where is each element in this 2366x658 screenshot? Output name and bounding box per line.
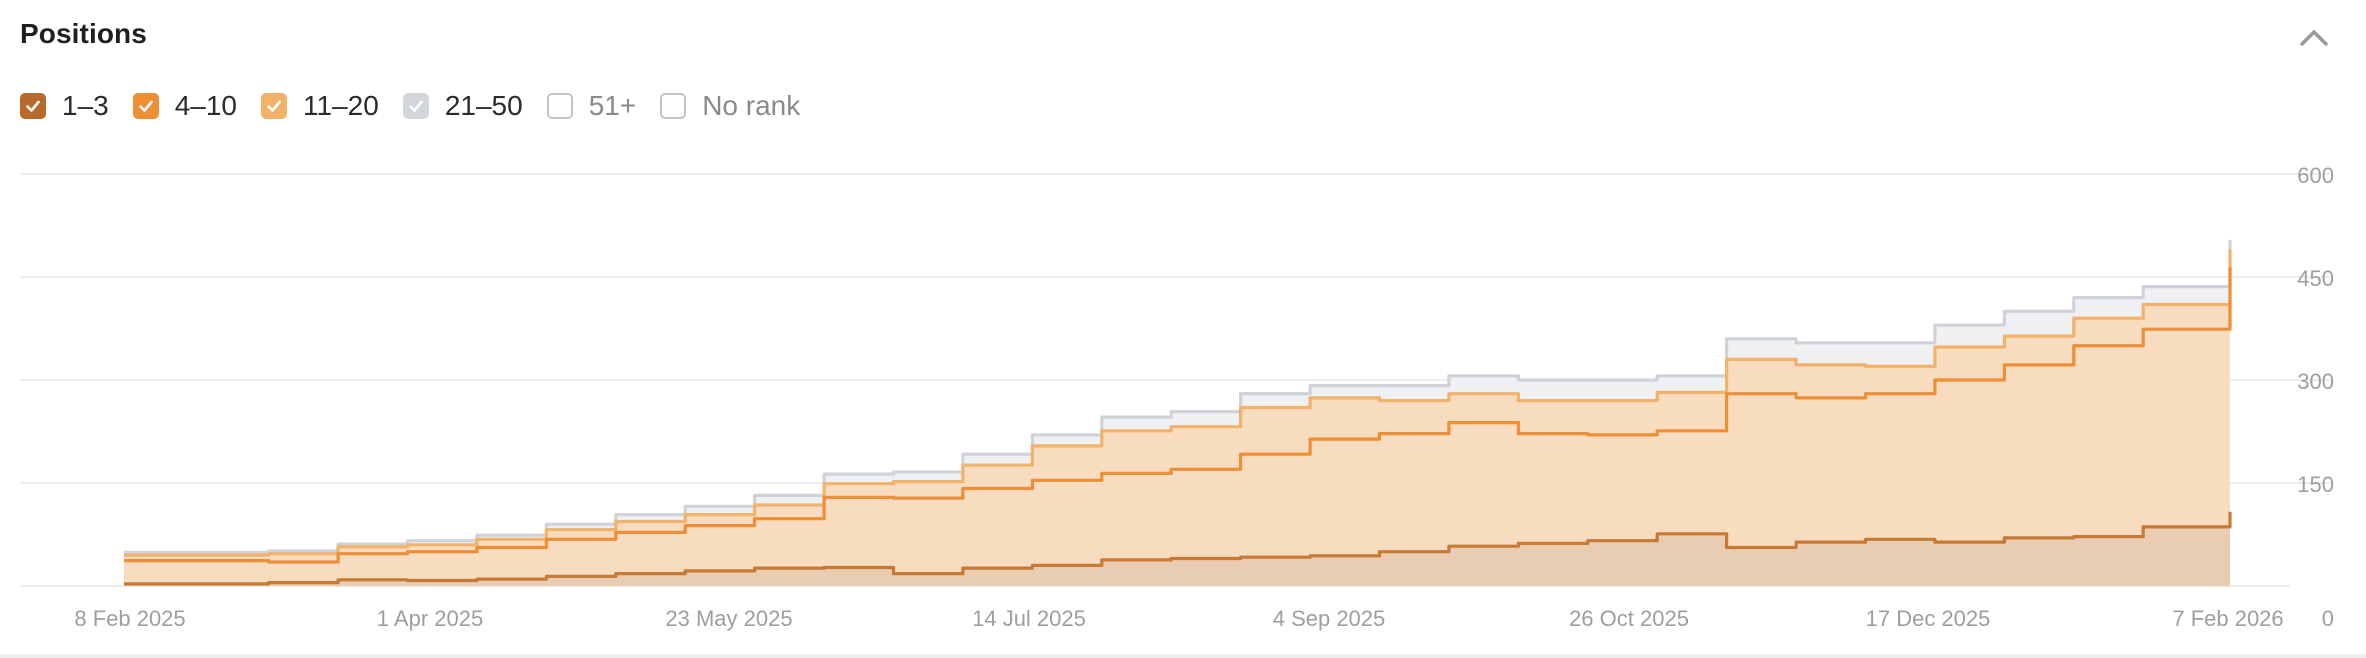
legend-item-2[interactable]: 4–10 xyxy=(132,90,238,122)
x-tick-label: 23 May 2025 xyxy=(665,606,792,631)
checkbox-11-20[interactable] xyxy=(261,93,288,119)
legend-label: No rank xyxy=(702,90,801,121)
y-tick-label: 150 xyxy=(2297,472,2334,497)
checkbox-51-plus[interactable] xyxy=(546,93,573,119)
series-line-21-50 xyxy=(124,239,2232,554)
series-line-4-10 xyxy=(124,267,2232,564)
area-fill-4-10 xyxy=(124,267,2230,586)
checkbox-1-3[interactable] xyxy=(20,93,46,119)
y-tick-label: 450 xyxy=(2297,266,2334,291)
collapse-button[interactable] xyxy=(2296,22,2332,54)
legend-label: 51+ xyxy=(588,90,637,121)
x-tick-label: 14 Jul 2025 xyxy=(972,606,1086,631)
x-tick-label: 4 Sep 2025 xyxy=(1273,606,1386,631)
checkmark-icon xyxy=(26,100,40,112)
legend-label: 4–10 xyxy=(174,90,238,121)
legend-item-6[interactable]: No rank xyxy=(660,90,800,122)
area-fill-1-3 xyxy=(124,511,2230,586)
x-tick-label: 8 Feb 2025 xyxy=(74,606,185,631)
checkbox-no-rank[interactable] xyxy=(660,93,687,119)
chevron-up-icon xyxy=(2300,30,2328,46)
checkmark-icon xyxy=(267,100,281,112)
legend-item-5[interactable]: 51+ xyxy=(546,90,637,122)
legend: 1–3 4–10 11–20 21–50 51+ No rank xyxy=(20,88,824,124)
legend-item-3[interactable]: 11–20 xyxy=(261,90,379,122)
y-tick-label: 300 xyxy=(2297,369,2334,394)
x-tick-label: 7 Feb 2026 xyxy=(2172,606,2283,631)
legend-label: 21–50 xyxy=(444,90,523,121)
positions-chart: 600 450 300 150 0 8 Feb 2025 1 Apr 2025 23 May … xyxy=(20,163,2334,631)
y-tick-label: 0 xyxy=(2322,606,2334,631)
legend-item-4[interactable]: 21–50 xyxy=(402,90,523,122)
x-tick-label: 1 Apr 2025 xyxy=(377,606,483,631)
divider xyxy=(0,654,2366,658)
series-line-1-3 xyxy=(124,511,2232,586)
y-tick-label: 600 xyxy=(2297,163,2334,188)
legend-label: 11–20 xyxy=(303,90,379,121)
checkmark-icon xyxy=(138,100,153,112)
x-tick-label: 17 Dec 2025 xyxy=(1866,606,1991,631)
checkmark-icon xyxy=(409,100,423,112)
checkbox-21-50[interactable] xyxy=(402,93,429,119)
legend-label: 1–3 xyxy=(62,90,109,121)
page-title: Positions xyxy=(20,18,147,49)
checkbox-4-10[interactable] xyxy=(132,93,159,119)
x-tick-label: 26 Oct 2025 xyxy=(1569,606,1689,631)
legend-item-1[interactable]: 1–3 xyxy=(20,90,109,122)
series-line-11-20 xyxy=(124,249,2232,557)
